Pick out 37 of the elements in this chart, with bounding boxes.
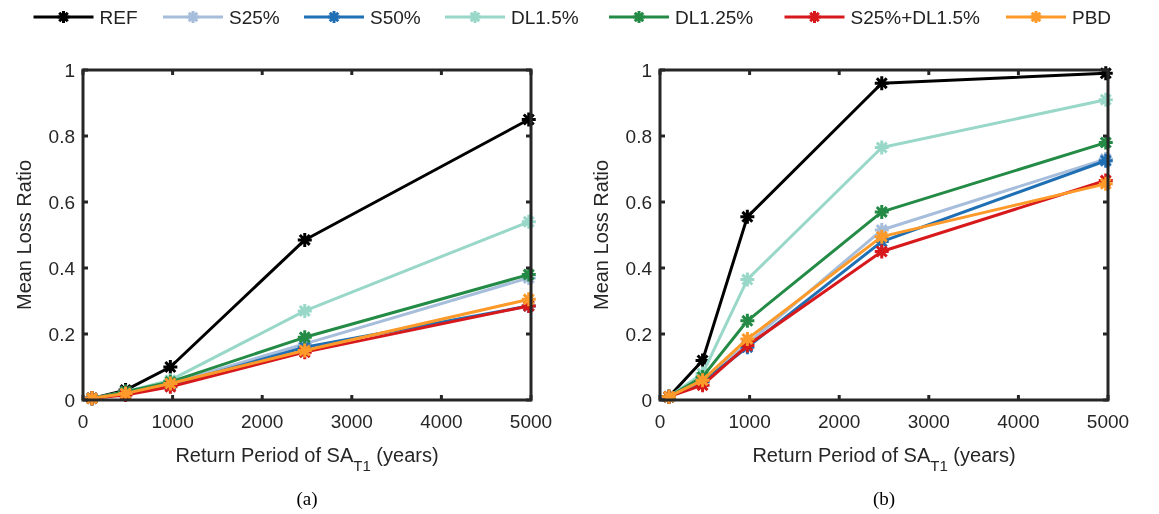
x-tick-label: 3000 [330, 411, 373, 432]
text: (b) [872, 488, 896, 510]
x-tick-label: 3000 [907, 411, 950, 432]
legend-label: REF [99, 7, 138, 28]
x-tick-label: 4000 [420, 411, 463, 432]
x-tick-label: 0 [654, 411, 666, 432]
y-tick-label: 1 [641, 60, 652, 81]
x-tick-label: 1000 [151, 411, 194, 432]
y-tick-label: 0.2 [48, 324, 75, 345]
x-tick-label: 1000 [728, 411, 771, 432]
x-axis-title: Return Period of SA$_{T1}$ (years) [752, 444, 1016, 474]
y-tick-label: 1 [64, 60, 75, 81]
legend-label: S25%+DL1.5% [850, 7, 980, 28]
y-tick-label: 0 [641, 390, 652, 411]
y-tick-label: 0 [64, 390, 75, 411]
y-tick-label: 0.4 [48, 258, 76, 279]
x-tick-label: 4000 [997, 411, 1040, 432]
x-tick-label: 0 [77, 411, 89, 432]
y-tick-label: 0.6 [625, 192, 652, 213]
y-axis-title: Mean Loss Ratio [13, 159, 35, 311]
y-tick-label: 0.2 [625, 324, 652, 345]
x-tick-label: 2000 [241, 411, 284, 432]
legend-label: DL1.5% [511, 7, 579, 28]
x-tick-label: 5000 [1086, 411, 1130, 432]
x-tick-label: 2000 [818, 411, 861, 432]
legend-label: DL1.25% [675, 7, 754, 28]
y-tick-label: 0.4 [625, 258, 653, 279]
legend-label: S50% [370, 7, 421, 28]
y-tick-label: 0.8 [48, 126, 75, 147]
y-tick-label: 0.6 [48, 192, 75, 213]
x-tick-label: 5000 [509, 411, 553, 432]
text: (a) [296, 488, 318, 510]
legend-label: S25% [229, 7, 280, 28]
y-tick-label: 0.8 [625, 126, 652, 147]
y-axis-title: Mean Loss Ratio [590, 159, 612, 311]
x-axis-title: Return Period of SA$_{T1}$ (years) [175, 444, 439, 474]
legend-label: PBD [1072, 7, 1112, 28]
